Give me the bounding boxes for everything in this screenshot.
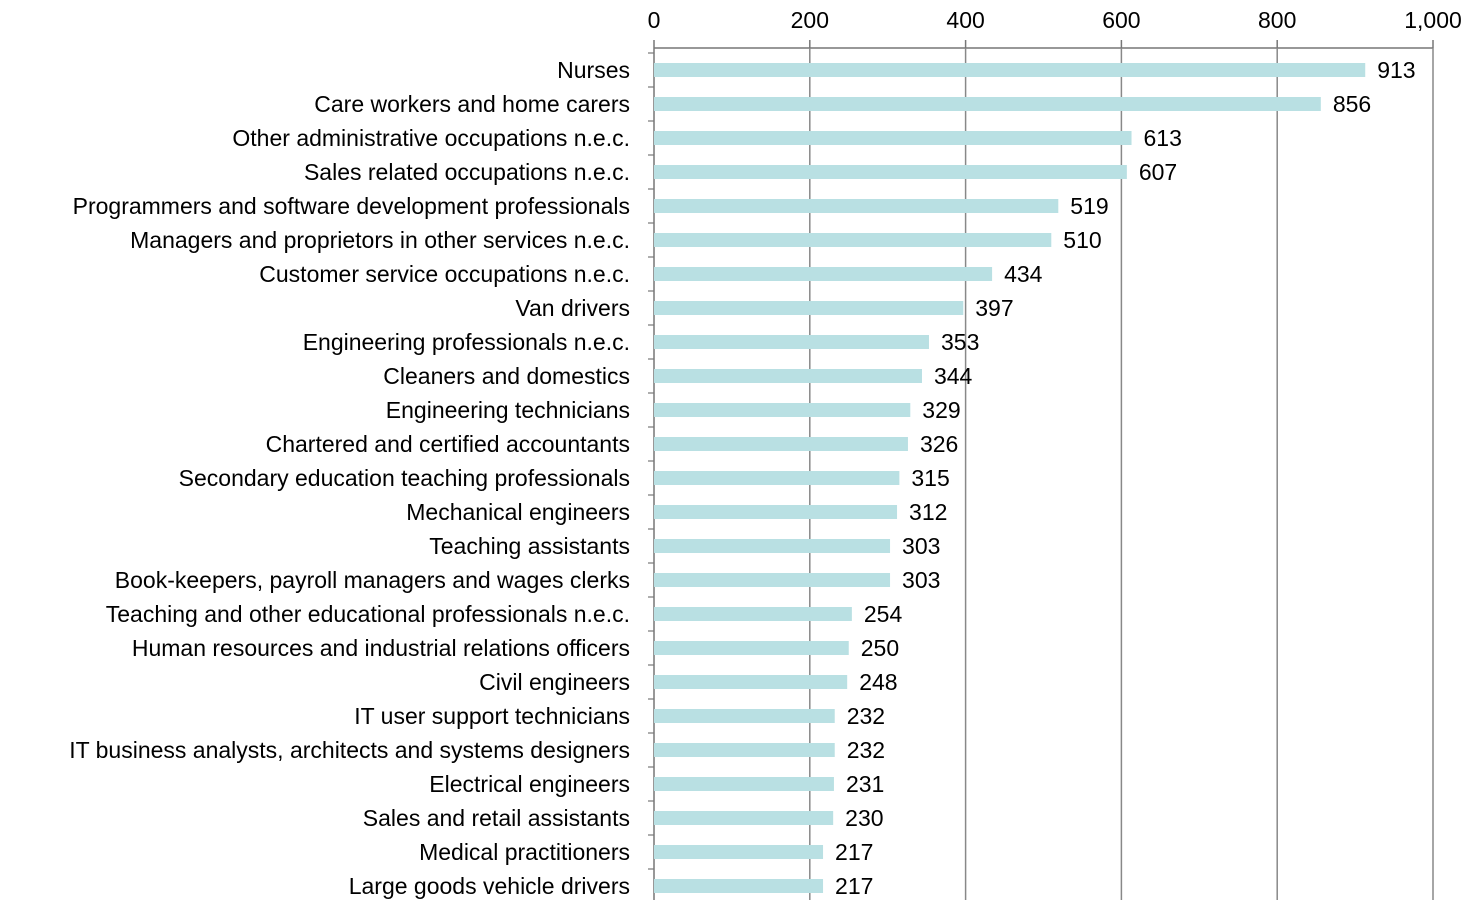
bar <box>654 539 891 553</box>
y-tick-label: Programmers and software development pro… <box>73 193 630 219</box>
y-tick-label: Mechanical engineers <box>406 499 630 525</box>
bar <box>654 369 922 383</box>
bar <box>654 335 929 349</box>
bar <box>654 165 1127 179</box>
y-tick-label: IT user support technicians <box>354 703 630 729</box>
bar <box>654 607 852 621</box>
data-label: 303 <box>902 567 940 593</box>
data-label: 353 <box>941 329 979 355</box>
y-tick-label: Sales and retail assistants <box>363 805 630 831</box>
bar <box>654 471 900 485</box>
y-tick-label: Engineering professionals n.e.c. <box>303 329 630 355</box>
y-tick-label: Sales related occupations n.e.c. <box>304 159 630 185</box>
y-tick-label: Cleaners and domestics <box>383 363 630 389</box>
bar <box>654 131 1132 145</box>
y-tick-label: Civil engineers <box>479 669 630 695</box>
bar <box>654 199 1059 213</box>
data-label: 613 <box>1144 125 1182 151</box>
x-tick-label: 600 <box>1102 7 1140 33</box>
bar <box>654 675 848 689</box>
data-label: 913 <box>1377 57 1415 83</box>
y-tick-label: Van drivers <box>515 295 630 321</box>
data-label: 303 <box>902 533 940 559</box>
bar <box>654 811 834 825</box>
bar <box>654 505 898 519</box>
y-tick-label: Care workers and home carers <box>314 91 630 117</box>
data-label: 329 <box>922 397 960 423</box>
bar <box>654 777 834 791</box>
y-tick-label: Teaching and other educational professio… <box>106 601 630 627</box>
y-tick-label: Medical practitioners <box>419 839 630 865</box>
bar <box>654 97 1321 111</box>
bar <box>654 267 993 281</box>
bar <box>654 403 911 417</box>
x-tick-label: 1,000 <box>1404 7 1462 33</box>
data-label: 344 <box>934 363 973 389</box>
x-tick-label: 400 <box>946 7 984 33</box>
y-tick-label: Book-keepers, payroll managers and wages… <box>115 567 630 593</box>
y-tick-label: Teaching assistants <box>429 533 630 559</box>
y-tick-label: Secondary education teaching professiona… <box>179 465 630 491</box>
bar <box>654 641 849 655</box>
y-tick-label: Managers and proprietors in other servic… <box>130 227 630 253</box>
data-label: 510 <box>1063 227 1101 253</box>
data-label: 250 <box>861 635 899 661</box>
data-label: 248 <box>859 669 897 695</box>
bar <box>654 709 835 723</box>
bar <box>654 845 824 859</box>
bar <box>654 233 1052 247</box>
data-label: 231 <box>846 771 884 797</box>
y-tick-label: Electrical engineers <box>429 771 630 797</box>
data-label: 315 <box>911 465 949 491</box>
y-tick-label: Engineering technicians <box>386 397 630 423</box>
x-tick-label: 200 <box>791 7 829 33</box>
y-tick-label: Other administrative occupations n.e.c. <box>232 125 630 151</box>
data-label: 312 <box>909 499 947 525</box>
data-label: 232 <box>847 703 885 729</box>
y-tick-label: Large goods vehicle drivers <box>349 873 630 899</box>
x-tick-label: 800 <box>1258 7 1296 33</box>
data-label: 254 <box>864 601 903 627</box>
bar <box>654 879 824 893</box>
bar <box>654 301 964 315</box>
x-tick-label: 0 <box>648 7 661 33</box>
data-label: 230 <box>845 805 883 831</box>
data-label: 217 <box>835 839 873 865</box>
y-tick-label: Customer service occupations n.e.c. <box>259 261 630 287</box>
data-label: 217 <box>835 873 873 899</box>
y-tick-label: Human resources and industrial relations… <box>132 635 630 661</box>
data-label: 434 <box>1004 261 1043 287</box>
data-label: 607 <box>1139 159 1177 185</box>
data-label: 856 <box>1333 91 1371 117</box>
bar <box>654 743 835 757</box>
y-tick-label: Nurses <box>557 57 630 83</box>
bar <box>654 63 1366 77</box>
y-tick-label: IT business analysts, architects and sys… <box>69 737 630 763</box>
data-label: 519 <box>1070 193 1108 219</box>
bar <box>654 437 908 451</box>
y-tick-label: Chartered and certified accountants <box>266 431 630 457</box>
data-label: 397 <box>975 295 1013 321</box>
bar <box>654 573 891 587</box>
data-label: 326 <box>920 431 958 457</box>
data-label: 232 <box>847 737 885 763</box>
